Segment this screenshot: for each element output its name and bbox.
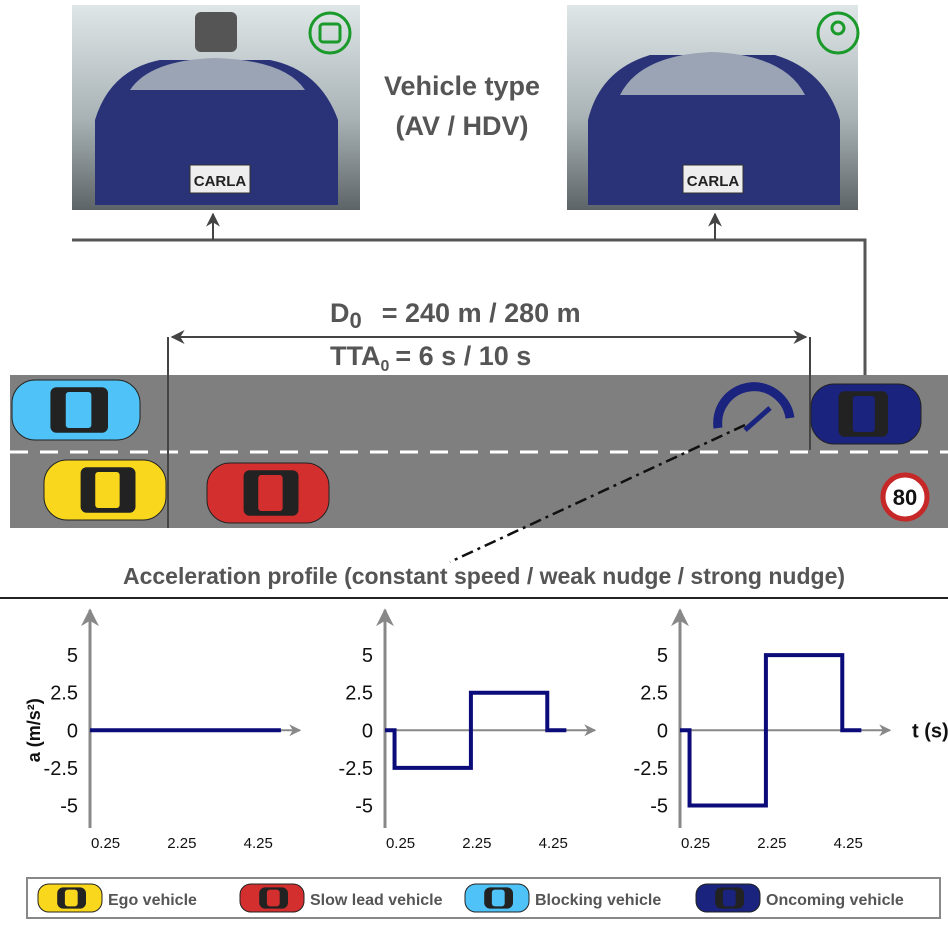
chart: 5 2.5 0 -2.5 -5 0.25 2.25 4.25: [339, 610, 595, 852]
value: = 6 s / 10 s: [395, 341, 531, 371]
x-tick-label: 0.25: [681, 835, 710, 852]
car-roof: [66, 392, 92, 428]
y-tick-label: 2.5: [50, 683, 78, 705]
car: [207, 463, 329, 523]
x-axis-label: t (s): [912, 720, 948, 742]
value: = 240 m / 280 m: [382, 298, 581, 328]
tta-label: TTA0 = 6 s / 10 s: [330, 341, 531, 375]
y-tick-label: 5: [362, 645, 373, 667]
y-tick-label: -2.5: [634, 758, 668, 780]
x-tick-label: 0.25: [91, 835, 120, 852]
x-tick-label: 4.25: [244, 835, 273, 852]
car-roof: [723, 890, 736, 907]
profile-title: Acceleration profile (constant speed / w…: [123, 563, 845, 589]
plate: CARLA: [687, 173, 740, 190]
x-tick-label: 4.25: [834, 835, 863, 852]
hdv-image: CARLA: [567, 5, 858, 210]
speed-limit: 80: [893, 485, 917, 510]
car-roof: [492, 890, 505, 907]
car: [811, 384, 921, 444]
car: [465, 884, 529, 912]
car: [12, 380, 140, 440]
chart: 5 2.5 0 -2.5 -5 0.25 2.25 4.25 a (m/s²): [24, 610, 300, 852]
y-tick-label: -2.5: [44, 758, 78, 780]
y-axis-label: a (m/s²): [24, 698, 44, 762]
page: CARLA CARLA Vehicle type (AV / HDV) D0= …: [0, 0, 948, 921]
y-tick-label: -2.5: [339, 758, 373, 780]
y-tick-label: 2.5: [640, 683, 668, 705]
diagram: CARLA CARLA Vehicle type (AV / HDV) D0= …: [0, 0, 948, 921]
y-tick-label: 0: [362, 720, 373, 742]
subscript: 0: [350, 308, 362, 333]
y-tick-label: 0: [657, 720, 668, 742]
x-tick-label: 2.25: [757, 835, 786, 852]
y-tick-label: -5: [60, 795, 78, 817]
vehicle-type-label: Vehicle type: [384, 71, 540, 101]
chart: 5 2.5 0 -2.5 -5 0.25 2.25 4.25 t (s): [634, 610, 948, 852]
x-tick-label: 4.25: [539, 835, 568, 852]
car: [38, 884, 102, 912]
y-tick-label: 0: [67, 720, 78, 742]
car-roof: [65, 890, 78, 907]
y-tick-label: -5: [650, 795, 668, 817]
legend-label: Ego vehicle: [108, 892, 197, 909]
car: [240, 884, 304, 912]
distance-label: D0 = 240 m / 280 m: [330, 298, 581, 333]
car: [696, 884, 760, 912]
vehicle-type-label: (AV / HDV): [396, 111, 529, 141]
symbol: TTA: [330, 341, 380, 371]
plate: CARLA: [194, 173, 247, 190]
av-image: CARLA: [72, 5, 360, 210]
charts: 5 2.5 0 -2.5 -5 0.25 2.25 4.25 a (m/s²) 5 2.5 0 -2.5…: [24, 610, 948, 852]
legend-label: Slow lead vehicle: [310, 892, 443, 909]
subscript: 0: [380, 358, 389, 375]
y-tick-label: 2.5: [345, 683, 373, 705]
car-roof: [267, 890, 280, 907]
x-tick-label: 0.25: [386, 835, 415, 852]
y-tick-label: -5: [355, 795, 373, 817]
x-tick-label: 2.25: [462, 835, 491, 852]
car-roof: [853, 396, 875, 432]
y-tick-label: 5: [657, 645, 668, 667]
symbol: D: [330, 298, 350, 328]
legend-label: Blocking vehicle: [535, 892, 661, 909]
legend-label: Oncoming vehicle: [766, 892, 904, 909]
car-roof: [95, 472, 119, 508]
x-tick-label: 2.25: [167, 835, 196, 852]
y-tick-label: 5: [67, 645, 78, 667]
car: [44, 460, 166, 520]
car-roof: [258, 475, 282, 511]
